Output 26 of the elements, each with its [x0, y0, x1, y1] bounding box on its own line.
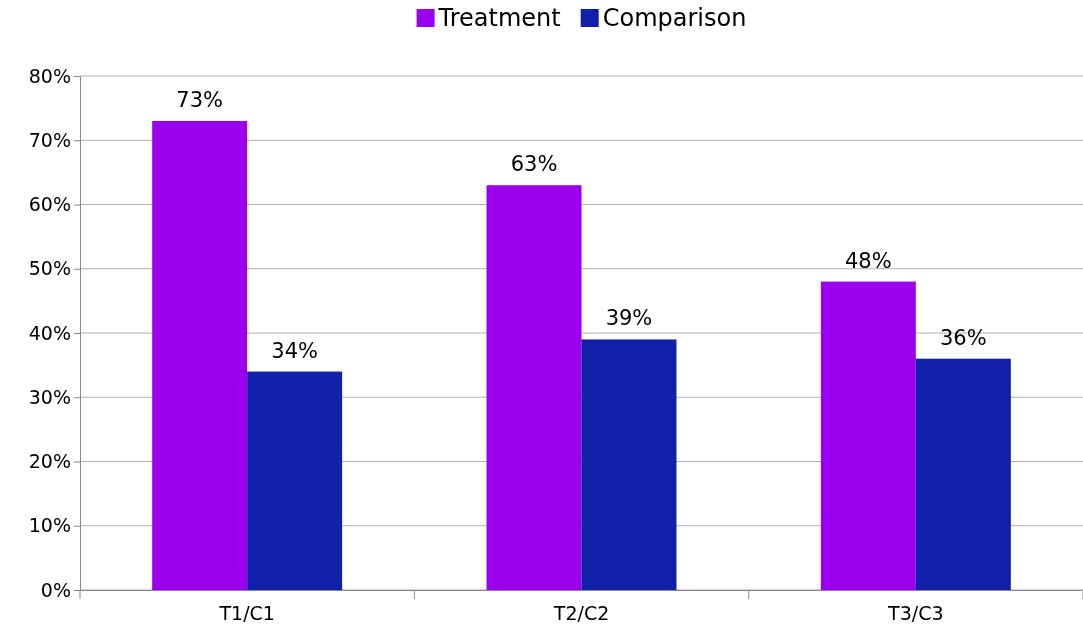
bar: [486, 185, 582, 590]
x-tick-label: T2/C2: [552, 601, 610, 624]
data-label: 63%: [510, 152, 558, 177]
legend-label: Comparison: [602, 4, 747, 32]
legend-label: Treatment: [437, 4, 561, 32]
bar: [247, 371, 343, 590]
y-tick-label: 30%: [28, 385, 71, 408]
data-label: 73%: [176, 87, 224, 112]
bar: [915, 358, 1011, 590]
y-tick-label: 40%: [28, 321, 71, 344]
bar: [820, 281, 916, 590]
data-label: 34%: [271, 338, 318, 363]
bar: [152, 120, 248, 590]
y-tick-label: 20%: [28, 450, 71, 473]
y-tick-label: 10%: [28, 514, 71, 537]
y-tick-label: 70%: [28, 128, 71, 151]
bar: [581, 339, 677, 590]
y-tick-label: 80%: [28, 64, 71, 87]
y-tick-label: 0%: [40, 578, 71, 601]
y-tick-label: 50%: [28, 257, 71, 280]
data-label: 36%: [939, 325, 987, 350]
y-tick-label: 60%: [28, 193, 71, 216]
data-label: 39%: [605, 306, 653, 331]
data-label: 48%: [845, 248, 892, 273]
x-tick-label: T3/C3: [887, 601, 944, 624]
x-tick-label: T1/C1: [218, 601, 275, 624]
